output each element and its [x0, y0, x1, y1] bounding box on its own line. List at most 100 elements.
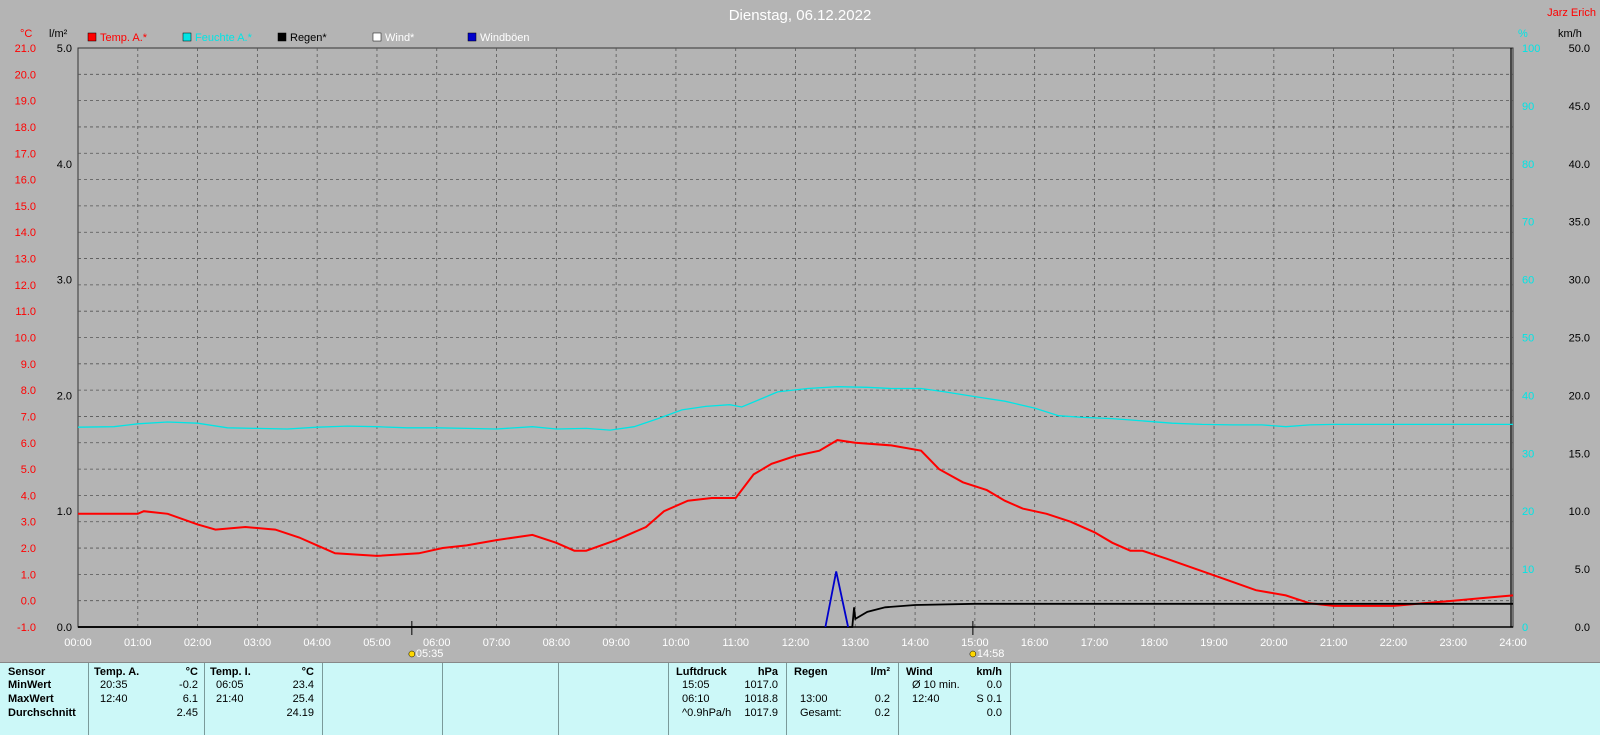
temp-tick-label: 14.0 [15, 227, 36, 239]
humidity-tick-label: 10 [1522, 564, 1534, 576]
temp-tick-label: 3.0 [21, 517, 36, 529]
unit-temp: °C [20, 28, 32, 40]
stats-row-label: MaxWert [8, 693, 54, 705]
time-tick-label: 22:00 [1380, 637, 1408, 649]
stats-sensor-header: Sensor [8, 666, 46, 678]
chart-title: Dienstag, 06.12.2022 [729, 7, 872, 24]
wind-tick-label: 30.0 [1569, 275, 1590, 287]
stats-pressure-value: 1017.0 [744, 679, 778, 691]
legend-swatch [182, 32, 192, 42]
temp-tick-label: -1.0 [17, 622, 36, 634]
stats-temp_a-value: 6.1 [182, 693, 198, 705]
temp-tick-label: 4.0 [21, 490, 36, 502]
temp-tick-label: 19.0 [15, 96, 36, 108]
humidity-tick-label: 70 [1522, 217, 1534, 229]
stats-temp_i-value: 24.19 [286, 707, 314, 719]
humidity-tick-label: 0 [1522, 622, 1528, 634]
time-tick-label: 24:00 [1499, 637, 1527, 649]
time-tick-label: 11:00 [722, 637, 749, 649]
grid [77, 47, 1514, 628]
temp-tick-label: 12.0 [15, 280, 36, 292]
stats-rain-unit: l/m² [870, 666, 890, 678]
wind-tick-label: 50.0 [1569, 43, 1590, 55]
stats-temp_a-value: 2.45 [176, 707, 198, 719]
stats-pressure-time: 15:05 [682, 679, 710, 691]
author-label: Jarz Erich [1547, 7, 1596, 19]
temp-tick-label: 2.0 [21, 543, 36, 555]
wind-tick-label: 5.0 [1575, 564, 1590, 576]
humidity-tick-label: 100 [1522, 43, 1540, 55]
unit-humidity: % [1518, 28, 1528, 40]
sunrise-time-label: 05:35 [416, 648, 444, 660]
series-line-rain [78, 602, 1513, 628]
stats-row-label: Durchschnitt [8, 707, 76, 719]
stats-rain-value: 0.2 [874, 707, 890, 719]
time-tick-label: 07:00 [483, 637, 511, 649]
temp-tick-label: 16.0 [15, 175, 36, 187]
legend-swatch [372, 32, 382, 42]
wind-tick-label: 40.0 [1569, 159, 1590, 171]
time-tick-label: 14:00 [901, 637, 929, 649]
stats-pressure-value: 1018.8 [744, 693, 778, 705]
time-tick-label: 18:00 [1140, 637, 1168, 649]
temp-tick-label: 5.0 [21, 464, 36, 476]
time-tick-label: 04:00 [303, 637, 331, 649]
humidity-tick-label: 20 [1522, 506, 1534, 518]
stats-pressure-value: 1017.9 [744, 707, 778, 719]
stats-panel: Sensor MinWert MaxWert Durchschnitt Temp. A.… [0, 662, 1600, 735]
humidity-tick-label: 60 [1522, 275, 1534, 287]
unit-rain: l/m² [49, 28, 68, 40]
temp-tick-label: 18.0 [15, 122, 36, 134]
legend: Temp. A.* Feuchte A.* Regen* Wind* Windböen [87, 32, 530, 44]
legend-swatch [87, 32, 97, 42]
stats-wind-time: Ø 10 min. [912, 679, 960, 691]
rain-tick-label: 2.0 [57, 390, 72, 402]
stats-wind-header: Wind [906, 666, 933, 678]
wind-tick-label: 35.0 [1569, 217, 1590, 229]
wind-tick-label: 20.0 [1569, 390, 1590, 402]
humidity-tick-label: 90 [1522, 101, 1534, 113]
stats-rain-time: 13:00 [800, 693, 828, 705]
time-tick-label: 01:00 [124, 637, 152, 649]
stats-wind-unit: km/h [976, 666, 1002, 678]
time-tick-label: 19:00 [1200, 637, 1228, 649]
time-tick-label: 02:00 [184, 637, 212, 649]
temp-tick-label: 17.0 [15, 148, 36, 160]
axes: 21.0 20.0 19.0 18.0 17.0 16.0 15.0 14.0 13.0 12.0… [15, 43, 1590, 649]
temp-tick-label: 7.0 [21, 411, 36, 423]
rain-tick-label: 4.0 [57, 159, 72, 171]
wind-tick-label: 0.0 [1575, 622, 1590, 634]
legend-label: Windböen [480, 32, 530, 44]
stats-pressure-header: Luftdruck [676, 666, 727, 678]
stats-pressure-time: ^0.9hPa/h [682, 707, 732, 719]
unit-wind: km/h [1558, 28, 1582, 40]
stats-temp_a-time: 20:35 [100, 679, 128, 691]
temp-tick-label: 8.0 [21, 385, 36, 397]
stats-column-divider [322, 663, 323, 735]
time-tick-label: 10:00 [662, 637, 690, 649]
legend-swatch [277, 32, 287, 42]
sun-markers: 05:35 14:58 [408, 621, 1005, 660]
stats-temp_i-unit: °C [301, 666, 314, 678]
stats-temp_a-unit: °C [185, 666, 198, 678]
sunrise-sun-icon [408, 650, 416, 658]
temp-tick-label: 11.0 [15, 306, 36, 318]
wind-tick-label: 15.0 [1569, 448, 1590, 460]
temp-tick-label: 10.0 [15, 333, 36, 345]
time-tick-label: 15:00 [961, 637, 989, 649]
time-tick-label: 09:00 [602, 637, 630, 649]
stats-rain-header: Regen [794, 666, 828, 678]
humidity-tick-label: 80 [1522, 159, 1534, 171]
sunset-time-label: 14:58 [977, 648, 1005, 660]
stats-row-label: MinWert [8, 679, 52, 691]
time-tick-label: 21:00 [1320, 637, 1348, 649]
stats-temp_i-time: 06:05 [216, 679, 244, 691]
time-tick-label: 20:00 [1260, 637, 1288, 649]
series-line-temp [78, 439, 1514, 607]
stats-column-divider [668, 663, 669, 735]
legend-label: Regen* [290, 32, 327, 44]
temp-tick-label: 20.0 [15, 69, 36, 81]
stats-pressure-time: 06:10 [682, 693, 710, 705]
time-tick-label: 16:00 [1021, 637, 1049, 649]
temp-tick-label: 15.0 [15, 201, 36, 213]
